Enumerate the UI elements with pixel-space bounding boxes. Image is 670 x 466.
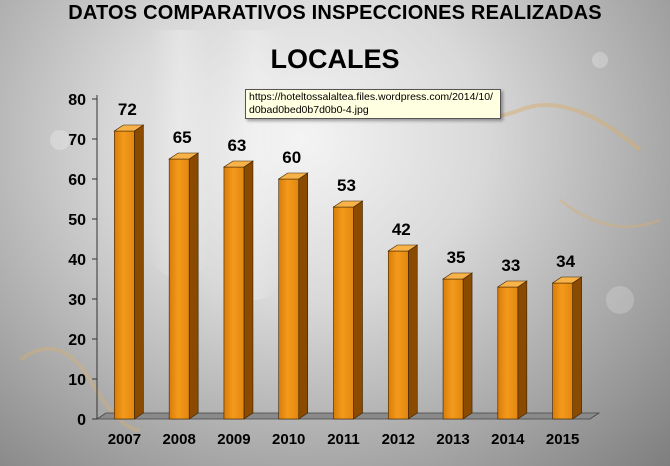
bar-top xyxy=(496,280,528,288)
bar-top xyxy=(387,244,419,252)
data-label: 34 xyxy=(556,252,575,271)
data-label: 65 xyxy=(173,128,192,147)
bar xyxy=(223,166,245,420)
x-tick-label: 2011 xyxy=(327,431,360,448)
bar-top xyxy=(277,172,309,180)
y-tick-label: 80 xyxy=(68,92,86,109)
bar-top xyxy=(113,124,145,132)
bar-side xyxy=(243,160,254,420)
bar xyxy=(552,282,573,420)
bar-side xyxy=(517,280,528,420)
y-tick-label: 40 xyxy=(68,252,86,269)
x-tick-label: 2012 xyxy=(382,431,415,448)
x-tick-label: 2013 xyxy=(436,431,469,448)
data-label: 33 xyxy=(501,256,520,275)
bar-side xyxy=(572,276,582,420)
y-tick-label: 60 xyxy=(68,172,86,189)
chart-title: DATOS COMPARATIVOS INSPECCIONES REALIZAD… xyxy=(68,2,602,24)
bar xyxy=(442,278,464,420)
bar xyxy=(497,286,519,420)
data-label: 53 xyxy=(337,176,356,195)
data-label: 42 xyxy=(392,220,411,239)
bar xyxy=(278,178,300,420)
bar-side xyxy=(298,172,309,420)
bar-side xyxy=(407,244,418,420)
y-tick-label: 0 xyxy=(77,412,86,429)
bar xyxy=(168,158,190,420)
chart-subtitle: LOCALES xyxy=(270,44,400,74)
y-tick-label: 50 xyxy=(68,212,86,229)
x-tick-label: 2009 xyxy=(217,431,250,448)
y-tick-label: 20 xyxy=(68,332,86,349)
bar-top xyxy=(442,272,474,280)
data-label: 72 xyxy=(118,100,137,119)
y-tick-label: 10 xyxy=(68,372,86,389)
data-label: 63 xyxy=(227,136,246,155)
data-label: 60 xyxy=(282,148,301,167)
bar-side xyxy=(134,124,144,420)
bar-top xyxy=(332,200,364,208)
bar xyxy=(114,130,135,420)
x-tick-label: 2007 xyxy=(108,431,141,448)
bar xyxy=(333,206,354,420)
y-tick-label: 30 xyxy=(68,292,86,309)
bar-side xyxy=(462,272,473,420)
bar-side xyxy=(353,200,363,420)
x-tick-label: 2008 xyxy=(162,431,195,448)
image-url-tooltip: https://hoteltossalaltea.files.wordpress… xyxy=(245,89,501,119)
bar-top xyxy=(222,160,254,168)
x-tick-label: 2015 xyxy=(546,431,579,448)
x-tick-label: 2010 xyxy=(272,431,305,448)
x-tick-label: 2014 xyxy=(491,431,525,448)
bar-top xyxy=(168,152,200,160)
bar-side xyxy=(188,152,199,420)
bar-top xyxy=(551,276,583,284)
data-label: 35 xyxy=(447,248,466,267)
y-tick-label: 70 xyxy=(68,132,86,149)
bar xyxy=(387,250,409,420)
